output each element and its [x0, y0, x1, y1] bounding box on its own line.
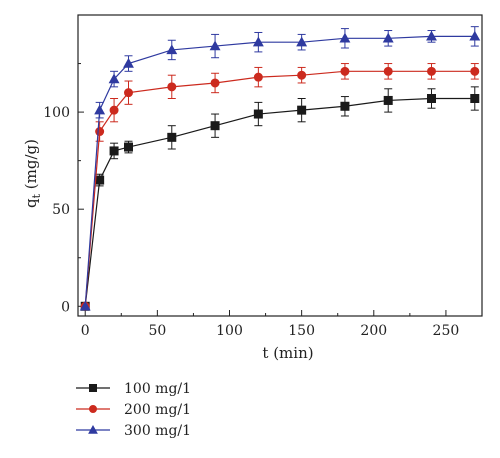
series-line [84, 70, 475, 307]
data-point [79, 300, 91, 311]
data-point [340, 66, 350, 76]
data-point [123, 57, 134, 68]
plot-frame [77, 14, 483, 317]
data-point [296, 36, 308, 47]
data-point [426, 30, 437, 41]
data-point [383, 95, 393, 105]
legend-entry-3: 300 mg/1 [76, 423, 191, 439]
data-point [427, 94, 436, 104]
legend-label: 100 mg/1 [124, 381, 191, 397]
legend-marker [88, 424, 98, 434]
legend-label: 300 mg/1 [124, 423, 191, 439]
x-tick-label: 50 [148, 323, 166, 339]
data-point [470, 66, 480, 76]
data-point [109, 146, 119, 156]
data-point [382, 32, 394, 43]
data-point [166, 44, 178, 55]
series-line [84, 97, 475, 307]
data-point [124, 142, 133, 152]
legend-entry-2: 200 mg/1 [76, 402, 191, 418]
y-title-unit: (mg/g) [22, 139, 40, 194]
data-point [340, 101, 350, 111]
data-point [210, 78, 220, 88]
data-point [94, 104, 106, 115]
legend-marker [89, 405, 97, 413]
data-point [124, 88, 133, 98]
x-axis-title: t (min) [262, 344, 313, 362]
data-point [167, 82, 177, 92]
data-point [253, 109, 263, 119]
data-point [209, 40, 221, 51]
data-point [252, 36, 264, 47]
y-title-sub: t [30, 193, 43, 198]
x-tick-label: 250 [433, 323, 460, 339]
legend-entry-1: 100 mg/1 [76, 381, 191, 397]
legend-label: 200 mg/1 [124, 402, 191, 418]
data-point [210, 121, 220, 131]
data-point [95, 127, 105, 137]
legend-marker [89, 384, 97, 392]
data-point [469, 30, 481, 41]
data-point [427, 66, 436, 76]
x-tick-label: 0 [81, 323, 90, 339]
data-point [95, 175, 105, 185]
series-layer [79, 26, 481, 311]
data-point [297, 105, 307, 115]
x-tick-label: 150 [288, 323, 315, 339]
data-point [383, 66, 393, 76]
data-point [109, 105, 119, 115]
axes [77, 14, 483, 317]
series-line [84, 35, 475, 307]
series-3 [79, 26, 481, 311]
tick-marks: 0 50 100 150 200 250 0 50 100 [43, 14, 483, 339]
x-tick-label: 100 [216, 323, 243, 339]
y-tick-label: 50 [52, 202, 70, 218]
y-axis-title-text: qt (mg/g) [22, 139, 43, 208]
series-2 [80, 63, 480, 311]
y-axis-title: qt (mg/g) [22, 139, 43, 208]
data-point [108, 73, 120, 84]
y-tick-label: 100 [43, 105, 70, 121]
y-tick-label: 0 [61, 299, 70, 315]
data-point [297, 70, 307, 80]
x-tick-label: 200 [360, 323, 387, 339]
data-point [253, 72, 263, 82]
y-title-main: q [22, 198, 40, 208]
data-point [339, 32, 351, 43]
data-point [167, 132, 177, 142]
legend: 100 mg/1 200 mg/1 300 mg/1 [76, 381, 191, 439]
series-1 [80, 86, 480, 311]
data-point [470, 94, 480, 104]
